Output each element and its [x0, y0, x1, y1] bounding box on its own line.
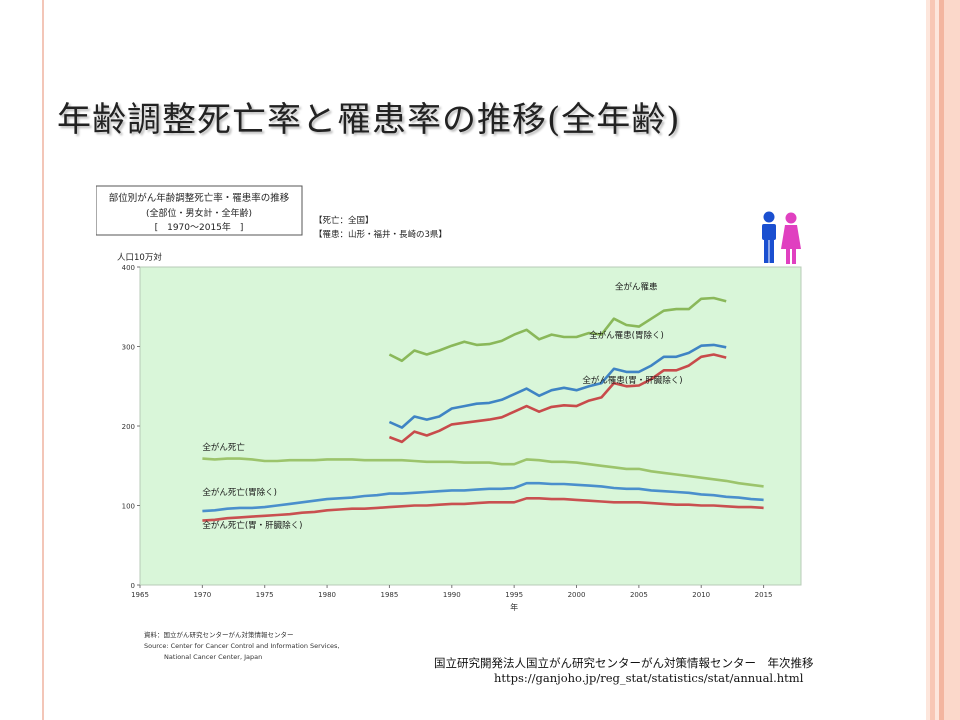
x-tick-label: 2000 [568, 591, 586, 599]
y-tick-label: 0 [131, 582, 135, 590]
slide-frame-left [0, 0, 44, 720]
series-label-5: 全がん死亡(胃・肝臓除く) [202, 520, 302, 531]
subtitle-line-2: 【罹患：山形・福井・長崎の3県】 [314, 229, 447, 240]
series-line-0 [388, 296, 727, 363]
slide-title: 年齢調整死亡率と罹患率の推移(全年齢) [57, 100, 681, 140]
title-box-line-3: [ 1970〜2015年 ] [155, 221, 244, 233]
x-tick-label: 1990 [443, 591, 461, 599]
series-line-3 [202, 457, 764, 488]
title-box-line-1: 部位別がん年齢調整死亡率・罹患率の推移 [109, 192, 290, 204]
female-icon [781, 212, 801, 264]
series-label-3: 全がん死亡 [202, 442, 245, 453]
source-url[interactable]: https://ganjoho.jp/reg_stat/statistics/s… [494, 671, 804, 685]
x-axis-label: 年 [510, 602, 518, 612]
x-tick-label: 1985 [381, 591, 399, 599]
credit-line-3: National Cancer Center, Japan [164, 653, 262, 661]
series-label-2: 全がん罹患(胃・肝臓除く) [582, 375, 682, 386]
plot-area [139, 266, 802, 586]
x-tick-label: 1995 [505, 591, 523, 599]
series-line-5 [202, 496, 764, 522]
credit-line-1: 資料：国立がん研究センターがん対策情報センター [144, 630, 294, 639]
axes: 0 100 200 300 400 1965 1970 1975 1980 1985 1990 199… [122, 264, 773, 599]
chart-svg: 部位別がん年齢調整死亡率・罹患率の推移 (全部位・男女計・全年齢) [ 1970… [95, 185, 802, 661]
x-tick-label: 1980 [318, 591, 336, 599]
source-citation: 国立研究開発法人国立がん研究センターがん対策情報センター 年次推移 [434, 656, 814, 670]
x-tick-label: 2005 [630, 591, 648, 599]
series-label-1: 全がん罹患(胃除く) [589, 330, 664, 341]
x-tick-label: 1965 [131, 591, 149, 599]
slide-frame-right [926, 0, 960, 720]
series-lines [202, 296, 764, 522]
subtitle-line-1: 【死亡：全国】 [314, 215, 374, 226]
x-tick-label: 1970 [193, 591, 211, 599]
title-box: 部位別がん年齢調整死亡率・罹患率の推移 (全部位・男女計・全年齢) [ 1970… [95, 185, 303, 236]
x-tick-label: 1975 [256, 591, 274, 599]
y-tick-label: 300 [122, 344, 135, 352]
series-line-4 [202, 481, 764, 513]
y-axis-label: 人口10万対 [117, 252, 162, 263]
y-tick-label: 400 [122, 264, 135, 272]
series-line-1 [388, 343, 727, 429]
x-tick-label: 2010 [692, 591, 710, 599]
credit-line-2: Source: Center for Cancer Control and In… [144, 642, 340, 650]
y-tick-label: 100 [122, 503, 135, 511]
male-icon [762, 211, 776, 263]
chart-image: 部位別がん年齢調整死亡率・罹患率の推移 (全部位・男女計・全年齢) [ 1970… [95, 185, 808, 665]
series-label-0: 全がん罹患 [615, 281, 658, 292]
series-label-4: 全がん死亡(胃除く) [202, 487, 277, 498]
series-line-2 [388, 353, 727, 444]
y-tick-label: 200 [122, 423, 135, 431]
title-box-line-2: (全部位・男女計・全年齢) [146, 207, 252, 219]
x-tick-label: 2015 [755, 591, 773, 599]
